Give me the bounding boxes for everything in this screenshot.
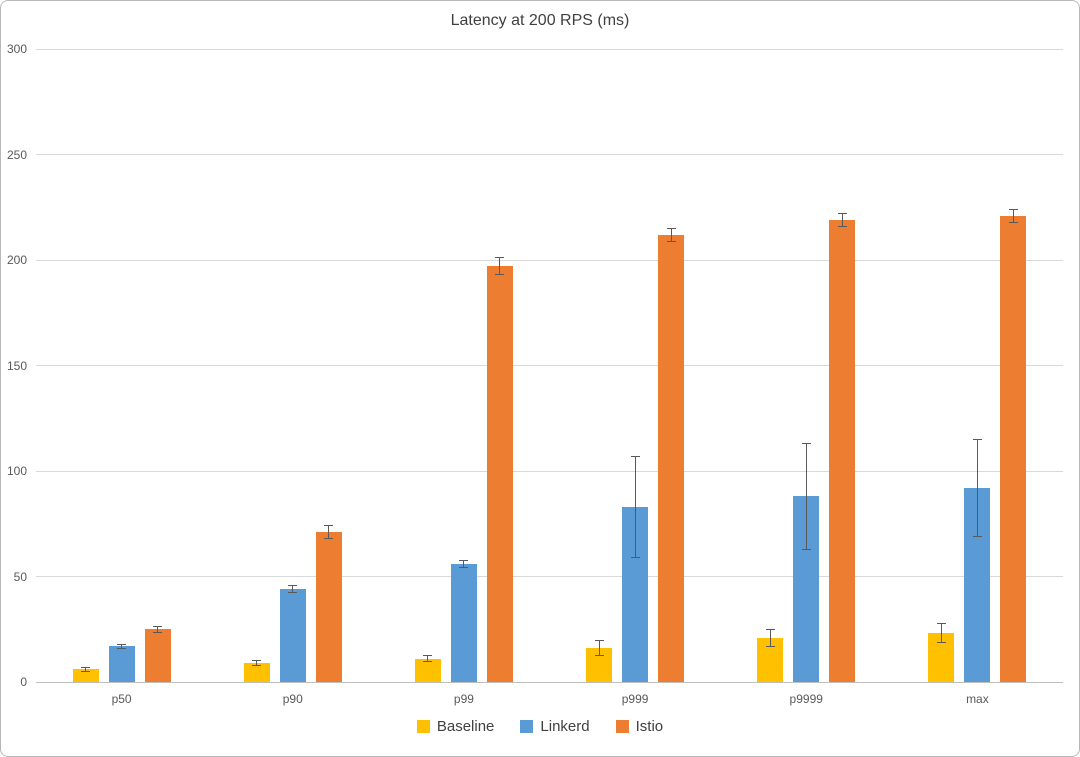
error-bar-line <box>427 655 429 662</box>
error-bar-line <box>805 443 807 550</box>
gridline <box>36 48 1063 50</box>
legend-item-linkerd: Linkerd <box>520 718 590 735</box>
error-bar-cap <box>972 535 982 537</box>
legend-label: Linkerd <box>540 718 590 735</box>
legend-swatch-istio <box>615 720 629 733</box>
x-axis-label: p99 <box>453 692 474 706</box>
legend-item-istio: Istio <box>615 718 664 735</box>
bar-istio-p90 <box>315 532 342 682</box>
error-bar-cap <box>288 591 298 593</box>
y-axis-label: 0 <box>20 675 27 689</box>
x-axis-label: p50 <box>111 692 132 706</box>
bar-istio-p999 <box>658 234 685 682</box>
error-bar-cap <box>1008 221 1018 223</box>
error-bar-line <box>769 629 771 647</box>
error-bar-cap <box>666 240 676 242</box>
error-bar-cap <box>117 643 127 645</box>
gridline <box>36 576 1063 577</box>
error-bar-cap <box>423 661 433 663</box>
error-bar-cap <box>765 628 775 630</box>
error-bar-cap <box>459 566 469 568</box>
bar-baseline-p50 <box>72 669 99 682</box>
error-bar-cap <box>81 666 91 668</box>
error-bar-line <box>940 623 942 643</box>
gridline <box>36 470 1063 472</box>
error-bar-cap <box>765 645 775 647</box>
error-bar-cap <box>630 557 640 558</box>
gridline <box>36 154 1063 155</box>
error-bar-line <box>85 667 87 672</box>
error-bar-cap <box>495 257 505 259</box>
x-axis-label: max <box>966 692 989 706</box>
legend-swatch-linkerd <box>520 720 534 733</box>
plot-area <box>36 48 1063 683</box>
legend-label: Baseline <box>436 718 495 735</box>
error-bar-cap <box>837 213 847 215</box>
error-bar-cap <box>81 670 91 672</box>
error-bar-cap <box>1008 208 1018 210</box>
bar-istio-p9999 <box>829 219 856 682</box>
error-bar-line <box>1012 209 1014 223</box>
error-bar-line <box>670 228 672 241</box>
bar-linkerd-p50 <box>108 646 135 682</box>
legend-swatch-baseline <box>416 720 430 733</box>
error-bar-cap <box>288 585 298 587</box>
error-bar-line <box>328 525 330 539</box>
y-axis-label: 100 <box>6 464 27 478</box>
error-bar-cap <box>594 640 604 642</box>
y-axis-label: 150 <box>6 358 27 373</box>
gridline <box>36 259 1063 261</box>
bar-istio-max <box>1000 215 1027 682</box>
bar-istio-p99 <box>486 266 513 682</box>
error-bar-cap <box>252 664 262 666</box>
y-axis-label: 50 <box>13 569 27 584</box>
bar-baseline-p99 <box>414 658 441 682</box>
error-bar-line <box>157 626 159 633</box>
error-bar-cap <box>837 225 847 227</box>
error-bar-cap <box>153 625 163 627</box>
error-bar-cap <box>972 438 982 440</box>
error-bar-cap <box>324 525 334 527</box>
error-bar-cap <box>801 443 811 445</box>
error-bar-line <box>499 257 501 275</box>
error-bar-line <box>634 456 636 558</box>
error-bar-cap <box>594 655 604 657</box>
error-bar-line <box>121 644 123 649</box>
x-axis-label: p90 <box>282 692 303 706</box>
bar-linkerd-p90 <box>279 589 306 682</box>
error-bar-line <box>976 439 978 537</box>
error-bar-line <box>292 585 294 593</box>
y-axis-label: 200 <box>6 253 27 267</box>
error-bar-cap <box>801 548 811 550</box>
legend: Baseline Linkerd Istio <box>1 718 1079 735</box>
chart-title: Latency at 200 RPS (ms) <box>450 12 630 29</box>
y-axis-label: 300 <box>6 42 27 56</box>
error-bar-cap <box>423 655 433 657</box>
legend-item-baseline: Baseline <box>416 718 495 735</box>
x-axis-label: p9999 <box>789 692 823 706</box>
error-bar-line <box>841 213 843 227</box>
error-bar-line <box>463 560 465 567</box>
error-bar-line <box>256 660 258 666</box>
error-bar-cap <box>252 660 262 662</box>
error-bar-cap <box>459 560 469 562</box>
error-bar-cap <box>630 455 640 457</box>
x-axis-label: p999 <box>621 692 649 706</box>
bar-linkerd-p99 <box>450 563 477 682</box>
error-bar-cap <box>324 538 334 540</box>
error-bar-cap <box>666 227 676 229</box>
gridline <box>36 365 1063 366</box>
bar-istio-p50 <box>144 629 171 682</box>
error-bar-line <box>598 640 600 656</box>
error-bar-cap <box>936 623 946 625</box>
bar-baseline-p90 <box>243 663 270 682</box>
error-bar-cap <box>153 631 163 633</box>
error-bar-cap <box>495 274 505 276</box>
x-axis-line <box>36 681 1063 683</box>
y-axis-label: 250 <box>6 147 27 162</box>
legend-label: Istio <box>635 718 664 735</box>
error-bar-cap <box>936 642 946 644</box>
error-bar-cap <box>117 647 127 649</box>
